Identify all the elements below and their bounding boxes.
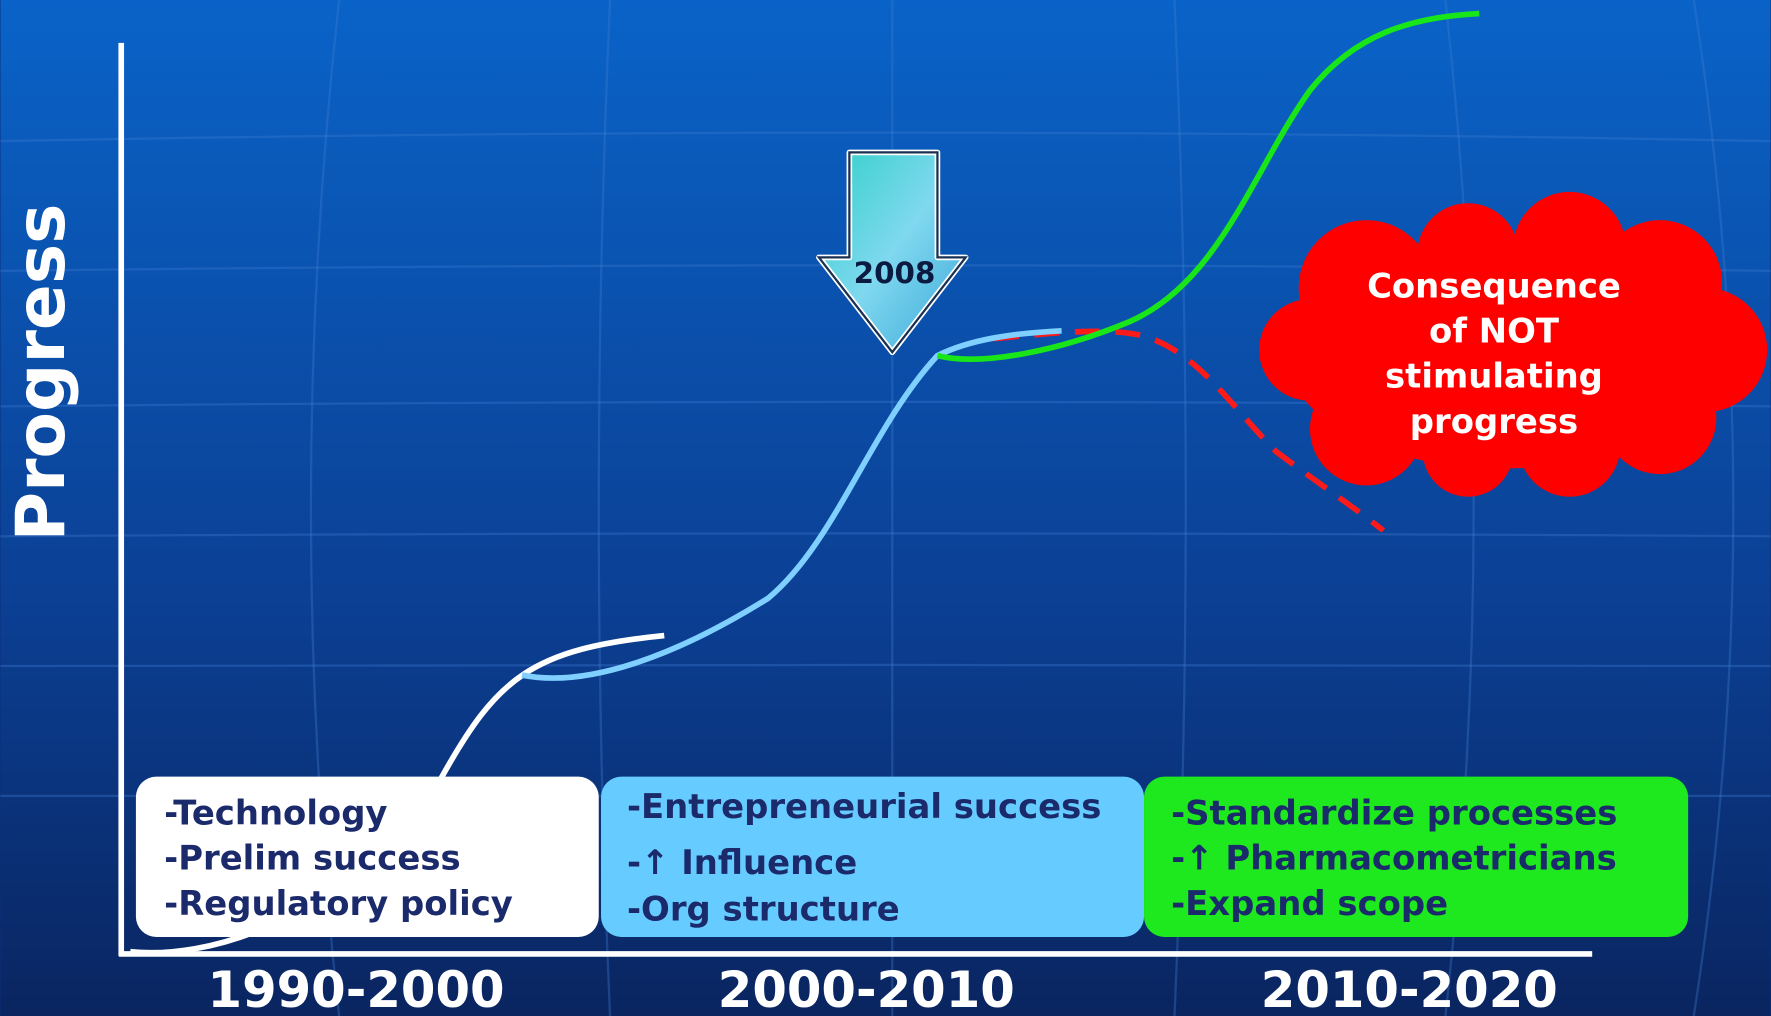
cloud-text: of NOT [1429, 312, 1559, 351]
diagram: Progress 2008 Consequence of NOT stimula… [0, 0, 1771, 1016]
box-item: -Expand scope [1171, 884, 1448, 923]
cloud-text: Consequence [1367, 266, 1621, 305]
cloud-text: stimulating [1385, 357, 1603, 396]
box-item: -Regulatory policy [164, 884, 513, 923]
box-item: -Technology [164, 794, 387, 833]
year-label: 2008 [854, 256, 936, 290]
period-label: 2010-2020 [1261, 961, 1558, 1016]
box-item: -↑ Influence [627, 843, 857, 882]
cloud-text: progress [1410, 402, 1578, 441]
box-item: -Entrepreneurial success [627, 787, 1101, 826]
period-label: 2000-2010 [718, 961, 1015, 1016]
period-label: 1990-2000 [208, 961, 505, 1016]
page: Progress 2008 Consequence of NOT stimula… [0, 0, 1771, 1016]
box-item: -Org structure [627, 890, 900, 929]
box-item: -↑ Pharmacometricians [1171, 839, 1617, 878]
box-item: -Standardize processes [1171, 794, 1617, 833]
box-item: -Prelim success [164, 839, 461, 878]
y-axis-label: Progress [1, 204, 80, 542]
